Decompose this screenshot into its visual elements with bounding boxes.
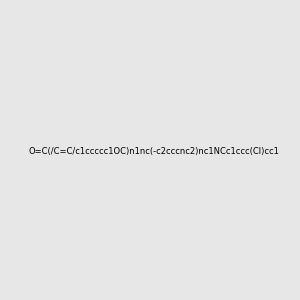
Text: O=C(/C=C/c1ccccc1OC)n1nc(-c2cccnc2)nc1NCc1ccc(Cl)cc1: O=C(/C=C/c1ccccc1OC)n1nc(-c2cccnc2)nc1NC… xyxy=(28,147,279,156)
